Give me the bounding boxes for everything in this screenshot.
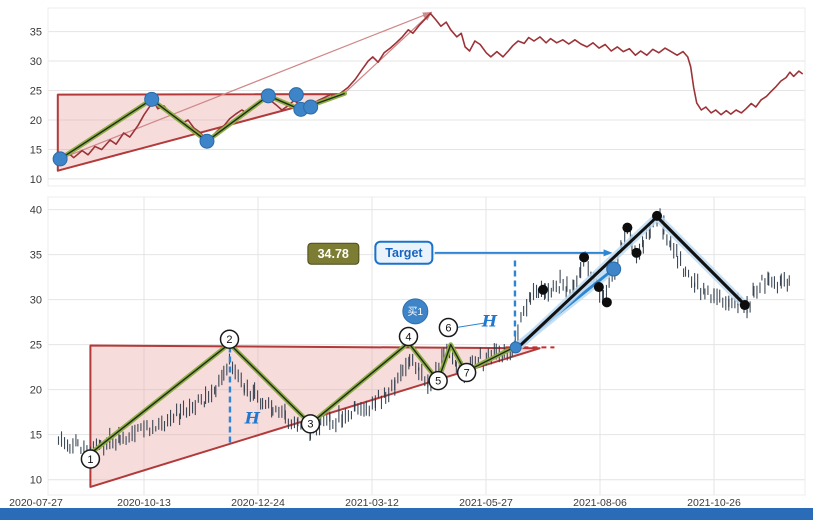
pattern-point-7: 7 <box>456 362 477 383</box>
taskbar-strip[interactable] <box>0 508 813 520</box>
pattern-point-5: 5 <box>428 370 448 391</box>
x-tick-label: 2021-08-06 <box>573 497 627 509</box>
svg-text:4: 4 <box>405 331 411 343</box>
pivot-dot <box>52 151 68 167</box>
y-tick-label: 20 <box>30 115 42 127</box>
target-arrowhead <box>603 249 613 257</box>
swing-dot <box>579 252 590 263</box>
x-tick-label: 2020-10-13 <box>117 497 171 509</box>
height-label-1: H <box>244 408 260 428</box>
x-tick-label: 2020-12-24 <box>231 497 285 509</box>
svg-text:5: 5 <box>435 375 441 387</box>
svg-text:7: 7 <box>464 367 470 379</box>
y-tick-label: 40 <box>30 205 42 217</box>
x-tick-label: 2020-07-27 <box>9 497 63 509</box>
x-tick-label: 2021-03-12 <box>345 497 399 509</box>
svg-text:买1: 买1 <box>408 306 424 318</box>
y-tick-label: 35 <box>30 250 42 262</box>
plot-border <box>47 7 806 187</box>
target-button[interactable]: Target <box>374 240 434 266</box>
swing-dot <box>652 210 663 221</box>
swing-dot <box>538 284 549 295</box>
downtrend-line <box>655 215 748 308</box>
pattern-point-4: 4 <box>398 326 419 347</box>
projection-arrow-2 <box>344 11 433 94</box>
pivot-dot <box>303 99 319 115</box>
svg-text:6: 6 <box>445 322 451 334</box>
y-tick-label: 30 <box>30 295 42 307</box>
swing-dot <box>593 282 604 293</box>
buy-signal-marker[interactable]: 买1 <box>402 298 429 325</box>
y-tick-label: 10 <box>30 475 42 487</box>
x-tick-label: 2021-05-27 <box>459 497 513 509</box>
measured-price-label: 34.78 <box>307 242 359 265</box>
y-tick-label: 15 <box>30 144 42 156</box>
projection-arrow-1 <box>59 11 433 160</box>
y-tick-label: 15 <box>30 430 42 442</box>
pivot-dot <box>144 91 160 107</box>
pattern-point-2: 2 <box>219 329 240 349</box>
swing-dot <box>739 300 750 311</box>
uptrend-line <box>518 215 659 347</box>
swing-dot <box>601 297 612 308</box>
swing-dot <box>622 222 633 233</box>
height-label-2: H <box>481 311 497 331</box>
pattern-point-6: 6 <box>438 317 459 338</box>
swing-dot <box>631 247 642 258</box>
blue-pivot-dot <box>606 261 622 277</box>
y-tick-label: 25 <box>30 340 42 352</box>
top-chart-canvas[interactable]: 35 30 25 20 15 10 <box>0 0 813 192</box>
price-line <box>59 12 804 160</box>
y-tick-label: 10 <box>30 174 42 186</box>
pivot-dot <box>288 87 304 103</box>
svg-text:3: 3 <box>307 419 313 431</box>
plot-border <box>47 196 806 496</box>
y-tick-label: 20 <box>30 385 42 397</box>
pointer-line <box>456 322 485 329</box>
pattern-point-1: 1 <box>80 449 101 469</box>
pivot-dot <box>199 133 215 149</box>
y-tick-label: 25 <box>30 86 42 98</box>
pivot-dot <box>260 88 276 104</box>
pattern-point-3: 3 <box>300 414 321 434</box>
gridlines <box>48 31 805 180</box>
y-tick-label: 30 <box>30 56 42 68</box>
x-tick-label: 2021-10-26 <box>687 497 741 509</box>
blue-pivot-dot <box>509 341 522 354</box>
svg-text:2: 2 <box>226 334 232 346</box>
svg-text:1: 1 <box>87 454 93 466</box>
y-tick-label: 35 <box>30 27 42 39</box>
